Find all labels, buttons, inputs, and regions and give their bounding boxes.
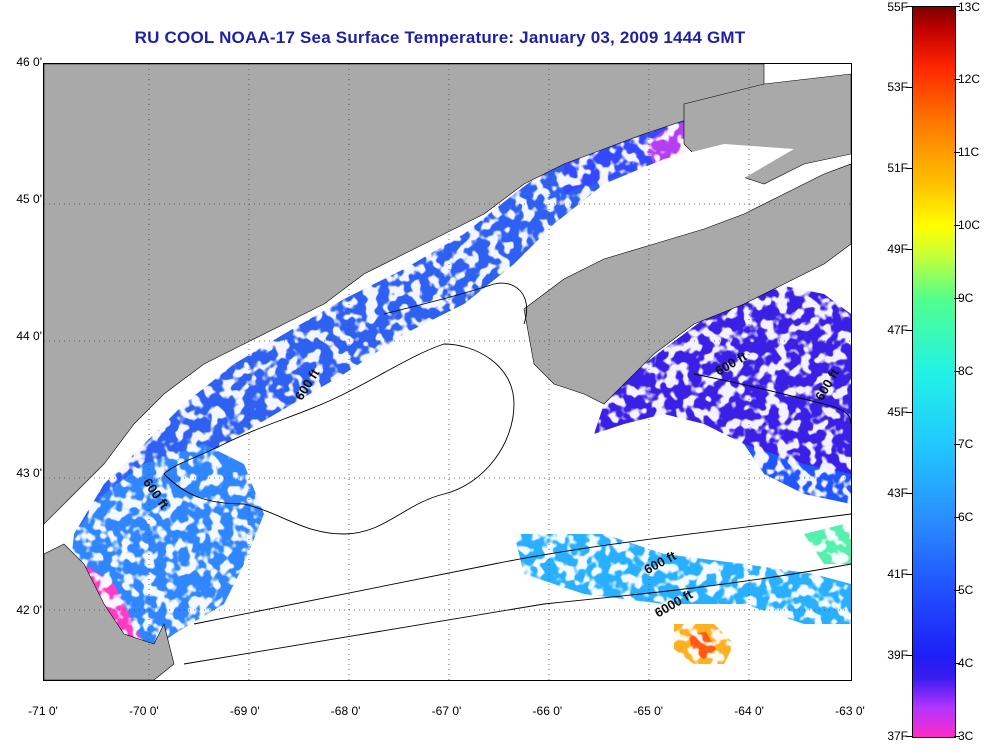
contour-600ft-jordan-basin [383, 282, 528, 325]
colorbar-tick-mark [906, 87, 912, 89]
contour-600ft-scotian [693, 373, 851, 425]
colorbar-celsius-label: 6C [958, 510, 974, 524]
colorbar-celsius-label: 9C [958, 291, 974, 305]
lat-label: 43 0' [16, 465, 42, 480]
colorbar-tick-mark [954, 225, 960, 226]
colorbar-tick-mark [906, 573, 912, 575]
cape-cod-land [44, 543, 175, 680]
bathymetry-contours [163, 282, 851, 665]
temperature-colorbar [912, 6, 956, 738]
colorbar-tick-mark [906, 411, 912, 413]
colorbar-celsius-label: 8C [958, 364, 974, 378]
colorbar-fahrenheit-label: 43F [887, 485, 908, 500]
colorbar-fahrenheit-label: 45F [887, 404, 908, 419]
colorbar-fahrenheit-label: 53F [887, 80, 908, 95]
colorbar-tick-mark [954, 444, 960, 445]
colorbar-celsius-label: 4C [958, 656, 974, 670]
colorbar-celsius-label: 7C [958, 437, 974, 451]
colorbar-tick-mark [954, 6, 960, 7]
lat-label: 42 0' [16, 602, 42, 617]
colorbar-tick-mark [954, 298, 960, 299]
map-title: RU COOL NOAA-17 Sea Surface Temperature:… [134, 28, 746, 47]
contour-600ft-gulf-basin [163, 343, 515, 535]
lon-label: -69 0' [229, 704, 260, 718]
lon-label: -71 0' [28, 704, 58, 718]
colorbar-fahrenheit-label: 47F [887, 323, 908, 338]
lat-label: 46 0' [16, 55, 42, 69]
colorbar-celsius-label: 13C [958, 0, 981, 14]
colorbar-celsius-label: 5C [958, 583, 974, 597]
colorbar-tick-mark [954, 152, 960, 153]
colorbar-fahrenheit-label: 41F [887, 566, 908, 581]
colorbar-tick-mark [906, 492, 912, 494]
colorbar-tick-mark [906, 654, 912, 656]
colorbar-tick-mark [906, 330, 912, 332]
colorbar-celsius-label: 11C [958, 145, 980, 159]
fundy-cloud [514, 144, 794, 304]
colorbar-celsius-label: 3C [958, 729, 974, 743]
contour-6000ft [183, 563, 851, 665]
colorbar-fahrenheit-label: 49F [887, 242, 908, 257]
colorbar-tick-mark [906, 249, 912, 251]
colorbar-fahrenheit-label: 37F [887, 729, 908, 743]
lon-label: -66 0' [532, 704, 563, 718]
colorbar-tick-mark [954, 663, 960, 664]
colorbar-fahrenheit-label: 51F [887, 161, 908, 176]
sst-map[interactable] [43, 63, 852, 681]
colorbar-tick-mark [906, 6, 912, 7]
colorbar-fahrenheit-label: 55F [887, 0, 908, 14]
colorbar-tick-mark [954, 590, 960, 591]
lon-label: -67 0' [431, 704, 462, 718]
lon-label: -70 0' [129, 704, 159, 718]
colorbar-celsius-label: 10C [958, 218, 981, 232]
colorbar-celsius-label: 12C [958, 72, 981, 86]
contour-600ft-shelf-edge [193, 513, 851, 625]
colorbar-tick-mark [954, 517, 960, 518]
colorbar-tick-mark [906, 736, 912, 737]
colorbar-tick-mark [954, 371, 960, 372]
nova-scotia-land [523, 163, 851, 405]
lon-label: -65 0' [633, 704, 664, 718]
colorbar-tick-mark [906, 168, 912, 170]
sst-map-canvas [44, 64, 851, 680]
lon-label: -68 0' [330, 704, 361, 718]
colorbar-fahrenheit-label: 39F [887, 647, 908, 662]
colorbar-tick-mark [954, 79, 960, 80]
lon-label: -63 0' [835, 704, 865, 718]
lat-label: 45 0' [16, 191, 42, 206]
lat-label: 44 0' [16, 328, 42, 343]
lon-label: -64 0' [734, 704, 764, 718]
colorbar-tick-mark [954, 736, 960, 737]
